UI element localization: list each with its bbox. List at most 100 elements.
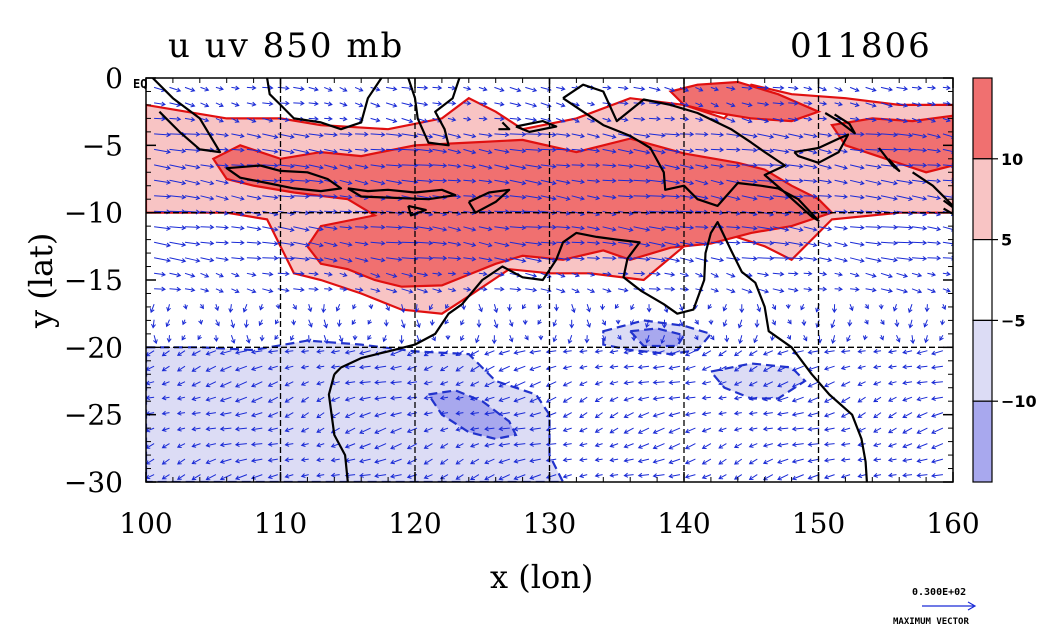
- wind-vector: [509, 194, 527, 200]
- wind-vector: [587, 271, 596, 277]
- wind-vector: [463, 241, 477, 248]
- wind-vector: [865, 241, 882, 247]
- wind-vector: [618, 194, 634, 200]
- chart-title: u uv 850 mb: [168, 26, 405, 66]
- wind-vector: [344, 412, 356, 419]
- wind-vector: [355, 224, 369, 230]
- wind-vector: [571, 195, 585, 201]
- wind-vector: [214, 304, 220, 312]
- colorbar-label: 5: [1001, 231, 1012, 250]
- wind-vector: [386, 256, 403, 262]
- wind-vector: [455, 474, 464, 480]
- wind-vector: [215, 240, 229, 246]
- wind-vector: [788, 287, 799, 293]
- wind-vector: [661, 319, 667, 329]
- wind-vector: [246, 195, 262, 201]
- wind-vector: [701, 474, 712, 480]
- wind-vector: [902, 380, 913, 386]
- y-tick-label: −15: [64, 264, 123, 297]
- wind-vector: [191, 458, 201, 465]
- wind-vector: [447, 100, 457, 106]
- wind-vector: [359, 364, 371, 370]
- wind-vector: [911, 117, 923, 124]
- wind-vector: [840, 396, 851, 403]
- wind-vector: [896, 102, 909, 108]
- wind-vector: [386, 225, 403, 230]
- wind-vector: [545, 441, 557, 447]
- wind-vector: [537, 303, 543, 310]
- wind-vector: [609, 396, 619, 402]
- wind-vector: [847, 319, 853, 327]
- wind-vector: [896, 132, 914, 138]
- wind-vector: [788, 117, 799, 122]
- wind-vector: [880, 132, 898, 138]
- wind-vector: [463, 100, 472, 106]
- wind-vector: [609, 364, 619, 370]
- wind-vector: [176, 458, 186, 465]
- wind-vector: [215, 179, 229, 185]
- wind-vector: [469, 410, 479, 416]
- wind-vector: [339, 131, 353, 137]
- wind-vector: [390, 395, 402, 401]
- wind-vector: [246, 85, 257, 91]
- wind-vector: [354, 257, 369, 263]
- wind-vector: [359, 396, 371, 402]
- wind-vector: [571, 304, 576, 314]
- wind-vector: [213, 335, 219, 343]
- wind-vector: [556, 86, 566, 91]
- wind-vector: [478, 304, 483, 313]
- wind-vector: [231, 288, 240, 294]
- wind-vector: [579, 364, 588, 370]
- wind-vector: [161, 410, 170, 416]
- wind-vector: [695, 86, 704, 92]
- wind-vector: [931, 443, 944, 450]
- wind-vector: [791, 365, 804, 372]
- wind-vector: [857, 381, 866, 387]
- wind-vector: [390, 473, 402, 479]
- wind-vector: [664, 272, 676, 277]
- wind-vector: [367, 334, 372, 341]
- equator-label: EQ: [133, 77, 147, 91]
- wind-vector: [819, 226, 833, 232]
- wind-vector: [259, 304, 264, 311]
- wind-vector: [390, 365, 402, 371]
- wind-vector: [338, 335, 344, 343]
- wind-vector: [308, 257, 324, 263]
- wind-vector: [161, 443, 170, 449]
- wind-vector: [941, 303, 947, 310]
- wind-vector: [199, 303, 204, 310]
- wind-vector: [444, 319, 450, 325]
- wind-vector: [757, 101, 770, 107]
- wind-vector: [300, 396, 309, 403]
- wind-vector: [637, 364, 650, 370]
- wind-vector: [911, 102, 923, 107]
- wind-vector: [191, 396, 201, 402]
- wind-vector: [718, 410, 727, 416]
- wind-vector: [942, 101, 951, 106]
- wind-vector: [525, 224, 543, 230]
- wind-vector: [788, 271, 799, 277]
- wind-vector: [498, 426, 510, 432]
- wind-vector: [916, 427, 928, 434]
- wind-vector: [386, 132, 403, 138]
- colorbar: 10 5 −5 −10: [972, 77, 1037, 483]
- wind-vector: [475, 335, 480, 344]
- wind-vector: [618, 287, 629, 293]
- wind-vector: [293, 164, 310, 170]
- y-tick-label: −10: [64, 197, 123, 230]
- wind-vector: [668, 350, 681, 356]
- wind-vector: [439, 380, 449, 386]
- wind-vector: [741, 147, 758, 153]
- wind-vector: [772, 226, 790, 232]
- wind-vector: [695, 131, 709, 137]
- wind-vector: [602, 226, 617, 232]
- wind-vector: [850, 225, 865, 231]
- wind-vector: [788, 241, 804, 247]
- wind-vector: [602, 288, 612, 293]
- wind-vector: [684, 350, 696, 357]
- wind-vector: [513, 474, 526, 481]
- wind-vector: [191, 443, 201, 448]
- wind-vector: [679, 257, 695, 263]
- wind-vector: [615, 319, 621, 325]
- wind-vector: [184, 241, 201, 247]
